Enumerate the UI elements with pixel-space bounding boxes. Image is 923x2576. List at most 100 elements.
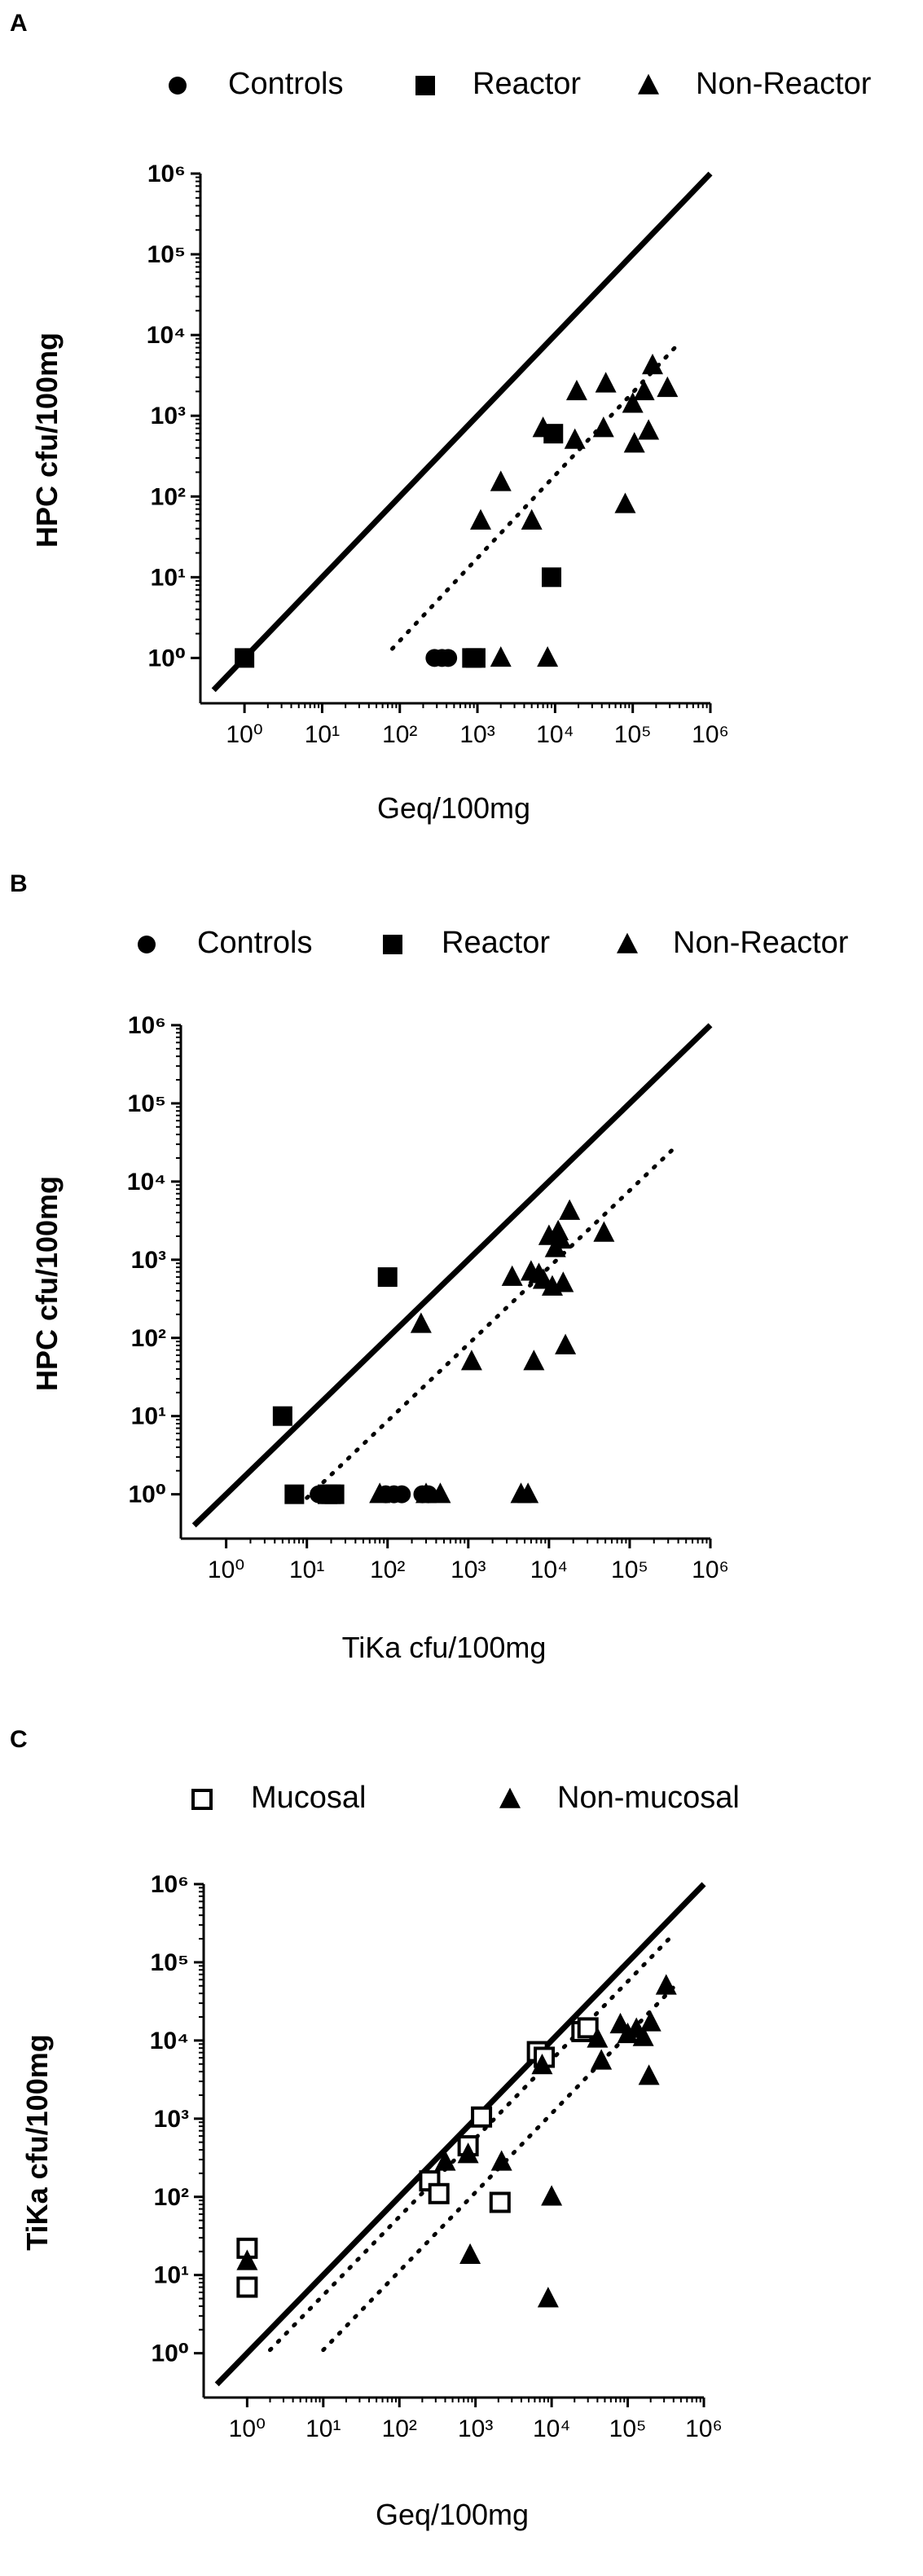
data-point-controls — [439, 649, 458, 667]
data-point-mucosal — [236, 2276, 258, 2298]
x-tick-label: 10² — [370, 1557, 405, 1583]
data-point-non-mucosal — [632, 2025, 654, 2046]
identity-line — [191, 1023, 713, 1528]
data-point-non-reactor — [555, 1333, 577, 1354]
legend-label: Controls — [228, 67, 344, 101]
y-tick-label: 10⁴ — [150, 2028, 189, 2054]
legend-label: Non-mucosal — [557, 1781, 740, 1815]
x-tick-label: 10⁶ — [692, 721, 729, 748]
data-point-non-mucosal — [587, 2027, 609, 2048]
data-point-reactor — [465, 648, 486, 668]
data-point-non-reactor — [490, 645, 512, 667]
y-tick-label: 10¹ — [154, 2262, 189, 2289]
panel-letter-c: C — [10, 1726, 28, 1753]
data-point-non-reactor — [415, 1482, 437, 1504]
data-point-non-reactor — [593, 1221, 615, 1242]
legend-label: Reactor — [442, 926, 550, 960]
data-point-non-reactor — [517, 1482, 539, 1504]
x-tick-label: 10⁵ — [611, 1557, 648, 1583]
data-point-non-reactor — [532, 416, 554, 438]
x-tick-label: 10⁰ — [226, 721, 262, 748]
chart-panel-a: A Controls Reactor Non-Reactor 10⁰ 10¹ 10² 10³ 1… — [10, 10, 872, 825]
x-tick-label: 10¹ — [305, 721, 340, 748]
data-point-non-mucosal — [655, 1974, 677, 1995]
x-tick-label: 10² — [382, 2415, 417, 2442]
data-point-non-reactor — [521, 509, 543, 530]
data-point-non-reactor — [501, 1265, 523, 1286]
legend-label: Mucosal — [251, 1781, 367, 1815]
data-point-non-mucosal — [531, 2054, 553, 2075]
trend-line — [390, 345, 678, 651]
y-tick-label: 10² — [131, 1325, 166, 1352]
y-tick-label: 10⁶ — [147, 161, 186, 187]
data-point-non-reactor — [410, 1312, 432, 1333]
legend-label: Controls — [197, 926, 313, 960]
x-tick-label: 10¹ — [289, 1557, 324, 1583]
y-tick-label: 10⁴ — [147, 322, 186, 349]
data-point-reactor — [377, 1267, 398, 1288]
data-point-non-reactor — [638, 419, 660, 440]
data-point-non-mucosal — [537, 2287, 559, 2308]
legend-marker-non-reactor — [638, 73, 659, 95]
data-point-non-mucosal — [617, 2022, 639, 2044]
legend-label: Non-Reactor — [673, 926, 849, 960]
legend-marker-controls — [138, 936, 156, 953]
y-tick-label: 10⁶ — [151, 1871, 189, 1898]
data-point-non-reactor — [592, 416, 614, 438]
data-point-non-reactor — [470, 509, 492, 530]
x-tick-label: 10⁰ — [229, 2415, 266, 2442]
y-tick-label: 10⁵ — [128, 1090, 166, 1117]
x-tick-label: 10³ — [451, 1557, 486, 1583]
data-point-non-reactor — [490, 470, 512, 491]
y-tick-label: 10¹ — [151, 564, 186, 591]
data-point-non-reactor — [657, 376, 679, 398]
x-tick-label: 10⁴ — [533, 2415, 570, 2442]
data-point-reactor — [542, 567, 562, 588]
data-point-non-reactor — [550, 1227, 572, 1249]
legend-label: Reactor — [472, 67, 581, 101]
identity-line — [211, 171, 713, 693]
x-tick-label: 10² — [382, 721, 417, 748]
y-tick-label: 10⁰ — [147, 645, 186, 672]
data-point-non-reactor — [595, 372, 617, 393]
x-tick-label: 10³ — [458, 2415, 493, 2442]
data-point-controls — [393, 1485, 411, 1504]
legend-marker-mucosal — [191, 1789, 213, 1810]
x-tick-label: 10⁴ — [536, 721, 574, 748]
data-point-non-reactor — [460, 1350, 482, 1371]
y-tick-label: 10⁰ — [151, 2340, 189, 2367]
data-point-non-reactor — [523, 1350, 545, 1371]
data-point-non-reactor — [614, 492, 636, 513]
x-tick-label: 10¹ — [305, 2415, 341, 2442]
y-tick-label: 10³ — [131, 1247, 166, 1274]
x-axis-label: Geq/100mg — [377, 791, 530, 825]
x-tick-label: 10⁵ — [614, 721, 652, 748]
x-tick-label: 10⁴ — [530, 1557, 568, 1583]
data-point-non-reactor — [622, 392, 644, 413]
data-point-non-reactor — [559, 1199, 581, 1220]
y-tick-label: 10⁵ — [151, 1949, 189, 1976]
data-point-non-reactor — [623, 432, 645, 453]
y-tick-label: 10⁰ — [128, 1482, 166, 1508]
y-tick-label: 10¹ — [131, 1403, 166, 1430]
chart-panel-b: B Controls Reactor Non-Reactor 10⁰ 10¹ 10² 10³ 1… — [10, 870, 849, 1664]
legend-marker-non-mucosal — [499, 1787, 521, 1808]
data-point-non-reactor — [565, 379, 587, 401]
x-tick-label: 10⁶ — [692, 1557, 729, 1583]
data-point-non-mucosal — [490, 2150, 512, 2171]
data-point-non-reactor — [633, 379, 655, 401]
data-point-mucosal — [428, 2182, 450, 2204]
data-point-non-reactor — [429, 1482, 451, 1504]
y-tick-label: 10⁵ — [147, 241, 186, 268]
identity-line — [214, 1882, 706, 2387]
data-point-non-mucosal — [459, 2243, 481, 2264]
data-point-reactor — [284, 1484, 305, 1504]
panel-letter-b: B — [10, 870, 28, 897]
data-point-mucosal — [577, 2017, 599, 2039]
legend-marker-reactor — [415, 76, 435, 95]
data-point-non-reactor — [537, 645, 559, 667]
data-point-reactor — [272, 1406, 292, 1426]
legend-label: Non-Reactor — [696, 67, 872, 101]
y-axis-label: HPC cfu/100mg — [30, 1176, 64, 1391]
